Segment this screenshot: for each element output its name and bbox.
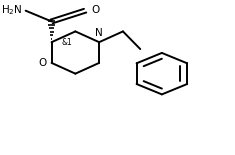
Text: H$_2$N: H$_2$N xyxy=(1,3,23,17)
Text: O: O xyxy=(92,5,100,15)
Text: O: O xyxy=(38,58,47,68)
Text: N: N xyxy=(95,28,103,38)
Text: &1: &1 xyxy=(62,38,73,47)
